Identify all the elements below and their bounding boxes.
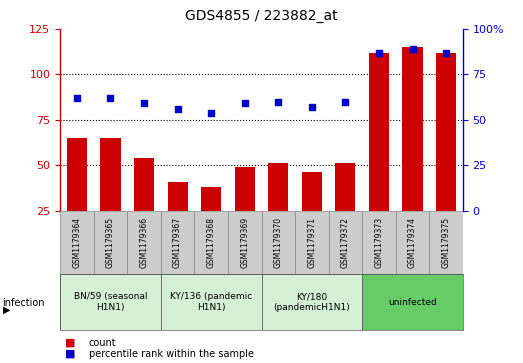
Text: GSM1179367: GSM1179367 — [173, 217, 182, 268]
Bar — [328, 211, 362, 274]
Bar — [127, 211, 161, 274]
Bar — [335, 163, 356, 256]
Bar — [60, 211, 94, 274]
Bar — [100, 138, 120, 256]
Point — [308, 104, 316, 110]
Point — [241, 101, 249, 106]
Text: KY/180
(pandemicH1N1): KY/180 (pandemicH1N1) — [274, 293, 350, 312]
Text: GSM1179374: GSM1179374 — [408, 217, 417, 268]
Text: uninfected: uninfected — [388, 298, 437, 307]
Text: BN/59 (seasonal
H1N1): BN/59 (seasonal H1N1) — [74, 293, 147, 312]
Text: GSM1179368: GSM1179368 — [207, 217, 215, 268]
Bar — [403, 47, 423, 256]
Bar — [161, 274, 262, 330]
Bar — [362, 211, 396, 274]
Bar — [436, 53, 456, 256]
Point — [274, 99, 282, 105]
Point — [375, 50, 383, 56]
Point — [408, 46, 417, 52]
Point — [442, 50, 450, 56]
Text: GDS4855 / 223882_at: GDS4855 / 223882_at — [185, 9, 338, 23]
Text: infection: infection — [3, 298, 45, 308]
Bar — [362, 274, 463, 330]
Bar — [235, 167, 255, 256]
Bar — [67, 138, 87, 256]
Bar — [134, 158, 154, 256]
Text: GSM1179366: GSM1179366 — [140, 217, 149, 268]
Text: ■: ■ — [65, 338, 76, 348]
Bar — [262, 211, 295, 274]
Bar — [429, 211, 463, 274]
Text: ■: ■ — [65, 349, 76, 359]
Point — [341, 99, 349, 105]
Bar — [268, 163, 288, 256]
Text: ▶: ▶ — [3, 304, 10, 314]
Text: GSM1179364: GSM1179364 — [72, 217, 82, 268]
Bar — [167, 182, 188, 256]
Text: GSM1179371: GSM1179371 — [308, 217, 316, 268]
Text: GSM1179372: GSM1179372 — [341, 217, 350, 268]
Bar — [369, 53, 389, 256]
Bar — [161, 211, 195, 274]
Text: count: count — [89, 338, 117, 348]
Bar — [302, 172, 322, 256]
Point — [174, 106, 182, 112]
Text: GSM1179373: GSM1179373 — [374, 217, 383, 268]
Point — [73, 95, 81, 101]
Text: GSM1179365: GSM1179365 — [106, 217, 115, 268]
Point — [207, 110, 215, 115]
Text: KY/136 (pandemic
H1N1): KY/136 (pandemic H1N1) — [170, 293, 252, 312]
Bar — [295, 211, 328, 274]
Bar — [195, 211, 228, 274]
Point — [106, 95, 115, 101]
Bar — [201, 187, 221, 256]
Text: GSM1179370: GSM1179370 — [274, 217, 283, 268]
Bar — [396, 211, 429, 274]
Bar — [60, 274, 161, 330]
Text: GSM1179375: GSM1179375 — [441, 217, 451, 268]
Text: percentile rank within the sample: percentile rank within the sample — [89, 349, 254, 359]
Point — [140, 101, 148, 106]
Bar — [228, 211, 262, 274]
Bar — [262, 274, 362, 330]
Bar — [94, 211, 127, 274]
Text: GSM1179369: GSM1179369 — [240, 217, 249, 268]
